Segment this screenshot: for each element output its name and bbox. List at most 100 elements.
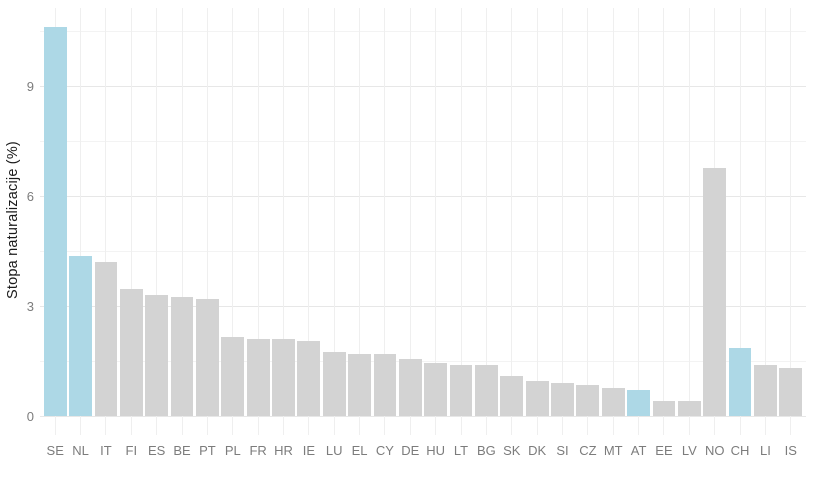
x-tick-label-PT: PT: [199, 443, 216, 458]
x-tick-label-SI: SI: [556, 443, 569, 458]
bar-LV: [677, 401, 701, 416]
bar-DK: [525, 381, 549, 416]
gridline-x-LI: [764, 8, 766, 435]
bar-LU: [322, 351, 346, 416]
gridline-x-AT: [638, 8, 640, 435]
gridline-x-DK: [536, 8, 538, 435]
gridline-x-CH: [739, 8, 741, 435]
gridline-x-PL: [232, 8, 234, 435]
x-tick-label-CH: CH: [730, 443, 750, 458]
bar-NL: [69, 256, 92, 416]
gridline-x-SI: [562, 8, 563, 435]
x-tick-label-LU: LU: [325, 443, 343, 458]
x-tick-label-EE: EE: [655, 443, 673, 458]
x-tick-label-BG: BG: [477, 443, 496, 458]
y-tick-label-6: 6: [26, 188, 34, 204]
x-tick-label-LT: LT: [453, 443, 469, 458]
bar-BG: [474, 364, 498, 416]
gridline-major-y6: [40, 195, 806, 197]
gridline-minor-y1.5: [40, 360, 806, 362]
gridline-x-CZ: [587, 8, 589, 435]
x-tick-label-LV: LV: [681, 443, 697, 458]
gridline-x-BE: [181, 8, 183, 435]
x-tick-label-SE: SE: [46, 443, 64, 458]
x-tick-label-CY: CY: [375, 443, 394, 458]
x-tick-label-FI: FI: [125, 443, 138, 458]
gridline-x-HU: [435, 8, 437, 435]
gridline-x-IS: [790, 8, 792, 435]
x-tick-label-AT: AT: [630, 443, 647, 458]
bar-EL: [348, 353, 371, 416]
x-tick-label-IE: IE: [302, 443, 315, 458]
y-tick-label-0: 0: [26, 409, 34, 424]
x-tick-label-ES: ES: [148, 443, 166, 458]
gridline-x-ES: [156, 8, 158, 435]
bar-SI: [551, 382, 574, 416]
x-tick-label-SK: SK: [503, 443, 521, 458]
bar-DE: [398, 359, 422, 416]
x-tick-label-DK: DK: [528, 443, 547, 458]
bar-AT: [627, 390, 650, 416]
x-tick-label-HR: HR: [274, 443, 293, 458]
gridline-major-y9: [40, 85, 806, 87]
bar-FI: [119, 289, 143, 416]
bar-HR: [272, 338, 295, 416]
x-tick-label-DE: DE: [401, 443, 420, 458]
gridline-x-IT: [105, 8, 107, 435]
gridline-major-y3: [40, 305, 806, 307]
bar-SE: [43, 27, 67, 416]
bar-ES: [145, 294, 169, 416]
x-tick-label-NL: NL: [72, 443, 89, 458]
bar-LT: [449, 364, 473, 416]
x-tick-label-PL: PL: [224, 443, 241, 458]
bar-PT: [195, 298, 219, 416]
bar-FR: [246, 338, 270, 416]
bar-CZ: [576, 384, 600, 416]
gridline-x-EE: [663, 8, 665, 435]
x-tick-label-CZ: CZ: [579, 443, 597, 458]
gridline-x-DE: [409, 8, 411, 435]
y-tick-label-3: 3: [26, 298, 34, 314]
gridline-minor-y10.5: [40, 30, 806, 32]
gridline-x-LU: [333, 8, 335, 435]
x-tick-label-EL: EL: [351, 443, 368, 458]
gridline-x-FR: [257, 8, 259, 435]
x-tick-label-IT: IT: [100, 443, 112, 458]
gridline-x-BG: [485, 8, 487, 435]
bar-IT: [94, 261, 118, 416]
y-axis-title: Stopa naturalizacije (%): [5, 141, 21, 299]
gridline-x-EL: [359, 8, 361, 435]
gridline-x-CY: [384, 8, 386, 435]
x-tick-label-LI: LI: [759, 443, 771, 458]
gridline-x-NL: [80, 8, 82, 435]
gridline-x-PT: [206, 8, 208, 435]
plot-area: [40, 8, 806, 435]
gridline-x-FI: [130, 8, 132, 435]
y-tick-label-9: 9: [26, 78, 34, 94]
bar-SK: [500, 375, 524, 416]
bar-CY: [373, 353, 397, 416]
bar-EE: [652, 401, 676, 416]
gridline-x-HR: [282, 8, 284, 435]
x-tick-label-MT: MT: [603, 443, 623, 458]
gridline-x-IE: [308, 8, 310, 435]
x-tick-label-BE: BE: [173, 443, 191, 458]
bar-BE: [170, 296, 194, 416]
bar-PL: [221, 337, 245, 416]
gridline-major-y0: [40, 416, 806, 417]
bar-NO: [703, 168, 727, 416]
bar-CH: [728, 348, 752, 416]
bar-IE: [297, 340, 321, 416]
gridline-x-MT: [612, 8, 614, 435]
x-tick-label-NO: NO: [704, 443, 725, 458]
gridline-x-SK: [511, 8, 513, 435]
x-tick-label-FR: FR: [249, 443, 267, 458]
bar-MT: [601, 388, 625, 416]
bar-HU: [424, 362, 448, 416]
gridline-x-LT: [460, 8, 462, 435]
gridline-minor-y4.5: [40, 250, 806, 252]
gridline-minor-y7.5: [40, 140, 806, 142]
gridline-x-LV: [688, 8, 690, 435]
x-tick-label-HU: HU: [426, 443, 446, 458]
